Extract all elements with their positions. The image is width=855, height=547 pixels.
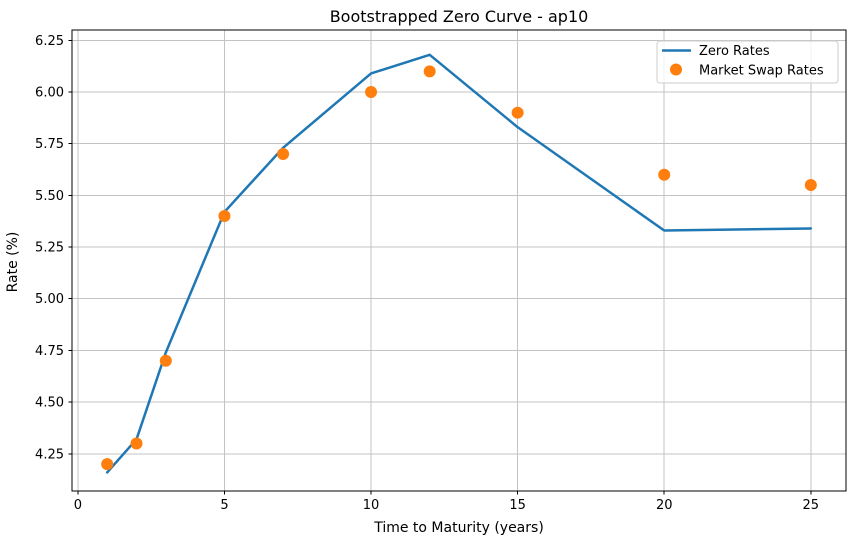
plot-area: 0 5 10 15 20 25 4.25 4.50 4.75 5.00 5.25 5.50 5.75 6.… — [35, 29, 847, 513]
y-tick-label: 5.50 — [35, 189, 64, 204]
market-swap-rate-point — [159, 354, 172, 367]
market-swap-rate-point — [804, 179, 817, 192]
x-tick-label: 25 — [803, 498, 820, 513]
legend: Zero Rates Market Swap Rates — [656, 40, 839, 84]
x-tick-label: 10 — [363, 498, 380, 513]
y-tick-label: 4.50 — [35, 396, 64, 411]
y-tick-label: 5.00 — [35, 292, 64, 307]
x-tick-label: 0 — [74, 498, 82, 513]
y-tick-label: 6.00 — [35, 86, 64, 101]
axes-spines — [71, 29, 847, 492]
legend-label-market-swap-rates: Market Swap Rates — [699, 64, 824, 79]
market-swap-rate-point — [423, 65, 436, 78]
grid-lines — [72, 30, 846, 491]
x-tick-label: 20 — [656, 498, 673, 513]
x-axis: 0 5 10 15 20 25 — [74, 491, 819, 513]
y-tick-label: 4.75 — [35, 344, 64, 359]
market-swap-rate-point — [218, 210, 231, 223]
market-swap-rate-point — [658, 168, 671, 181]
x-axis-label: Time to Maturity (years) — [373, 520, 544, 536]
market-swap-rate-point — [101, 458, 114, 471]
legend-box — [656, 40, 839, 84]
zero-rates-line — [105, 53, 813, 474]
x-tick-label: 5 — [220, 498, 228, 513]
chart-title: Bootstrapped Zero Curve - ap10 — [330, 7, 589, 26]
market-swap-rate-point — [277, 148, 290, 161]
y-axis-label: Rate (%) — [5, 232, 21, 293]
market-swap-rate-point — [365, 86, 378, 99]
market-swap-rate-point — [511, 106, 524, 119]
market-swap-rate-point — [130, 437, 143, 450]
y-tick-label: 6.25 — [35, 34, 64, 49]
y-tick-label: 5.25 — [35, 241, 64, 256]
y-axis: 4.25 4.50 4.75 5.00 5.25 5.50 5.75 6.00 6.25 — [35, 34, 72, 462]
legend-label-zero-rates: Zero Rates — [699, 44, 770, 59]
y-tick-label: 4.25 — [35, 447, 64, 462]
x-tick-label: 15 — [509, 498, 526, 513]
market-swap-rates-points — [101, 65, 817, 471]
y-tick-label: 5.75 — [35, 137, 64, 152]
legend-marker-sample — [670, 63, 682, 76]
